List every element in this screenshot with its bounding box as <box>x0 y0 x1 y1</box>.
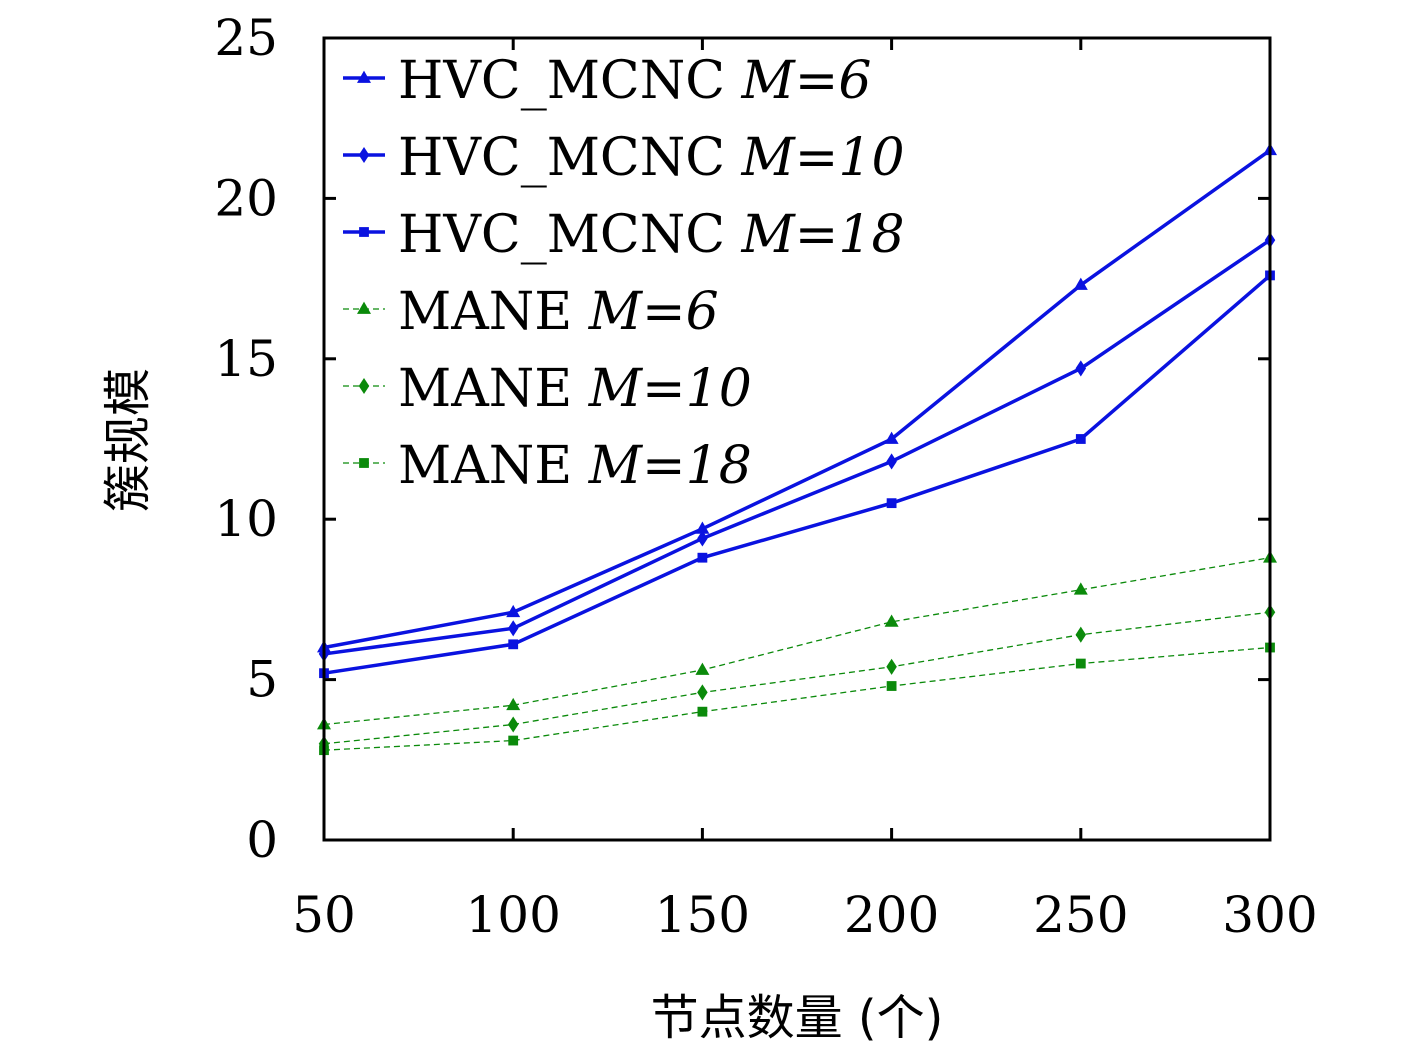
legend-item: HVC_MCNC M=18 <box>343 205 905 265</box>
x-tick-label: 200 <box>844 886 939 944</box>
data-point <box>507 620 519 637</box>
ticks-layer: 0 5 10 15 20 25 50 100 150 200 250 300 <box>214 9 1317 944</box>
data-point <box>1075 626 1087 643</box>
legend-marker <box>359 458 369 468</box>
legend-item: MANE M=18 <box>343 436 752 496</box>
data-point <box>506 697 521 711</box>
x-axis-title: 节点数量 (个) <box>651 990 944 1046</box>
legend-label: HVC_MCNC M=18 <box>398 205 905 265</box>
data-point <box>697 706 708 717</box>
legend-label: HVC_MCNC M=6 <box>398 51 871 111</box>
data-point <box>886 453 897 470</box>
data-point <box>1073 277 1088 290</box>
series-6 <box>319 642 1275 756</box>
legend-item: HVC_MCNC M=10 <box>343 128 905 188</box>
legend-marker <box>357 70 371 83</box>
data-point <box>508 735 519 746</box>
y-tick-label: 25 <box>214 9 278 67</box>
legend-item: MANE M=10 <box>343 359 752 419</box>
legend-marker <box>358 146 370 164</box>
x-tick-label: 100 <box>465 886 560 944</box>
legend-marker <box>357 301 371 314</box>
series-line <box>323 238 1271 656</box>
y-axis-title: 簇规模 <box>100 368 156 512</box>
series-4 <box>317 550 1277 730</box>
data-point <box>886 658 897 675</box>
series-line <box>323 557 1271 726</box>
series-5 <box>318 604 1276 752</box>
y-tick-label: 0 <box>246 811 278 869</box>
legend-item: HVC_MCNC M=6 <box>343 51 871 111</box>
y-tick-label: 20 <box>214 169 278 227</box>
data-point <box>695 521 710 534</box>
data-point <box>507 716 519 733</box>
data-point <box>697 552 708 563</box>
series-line <box>323 611 1271 745</box>
data-point <box>697 684 708 701</box>
data-point <box>1075 434 1086 444</box>
data-point <box>886 498 897 509</box>
series-line <box>323 646 1271 751</box>
plot-frame <box>322 36 1272 842</box>
series-layer <box>317 142 1277 756</box>
legend: HVC_MCNC M=6 HVC_MCNC M=10 HVC_MCNC M=18 MA… <box>343 51 905 496</box>
x-tick-label: 150 <box>655 886 750 944</box>
series-line <box>323 148 1272 650</box>
y-tick-label: 5 <box>246 651 278 709</box>
legend-marker <box>358 377 370 395</box>
legend-label: MANE M=18 <box>398 436 752 496</box>
y-tick-label: 10 <box>214 490 278 548</box>
data-point <box>1075 360 1087 377</box>
legend-marker <box>359 227 369 237</box>
legend-item: MANE M=6 <box>343 282 719 342</box>
data-point <box>884 431 899 444</box>
legend-label: HVC_MCNC M=10 <box>398 128 905 188</box>
x-tick-label: 300 <box>1222 886 1317 944</box>
legend-label: MANE M=10 <box>398 359 752 419</box>
y-tick-label: 15 <box>214 330 278 388</box>
x-tick-label: 250 <box>1033 886 1128 944</box>
data-point <box>508 639 519 650</box>
data-point <box>1073 582 1088 595</box>
series-line <box>323 274 1272 675</box>
data-point <box>697 530 708 547</box>
data-point <box>695 662 710 675</box>
data-point <box>884 614 899 627</box>
data-point <box>1075 658 1086 669</box>
data-point <box>506 604 521 618</box>
x-tick-label: 50 <box>292 886 356 944</box>
data-point <box>886 681 897 691</box>
legend-label: MANE M=6 <box>398 282 719 342</box>
